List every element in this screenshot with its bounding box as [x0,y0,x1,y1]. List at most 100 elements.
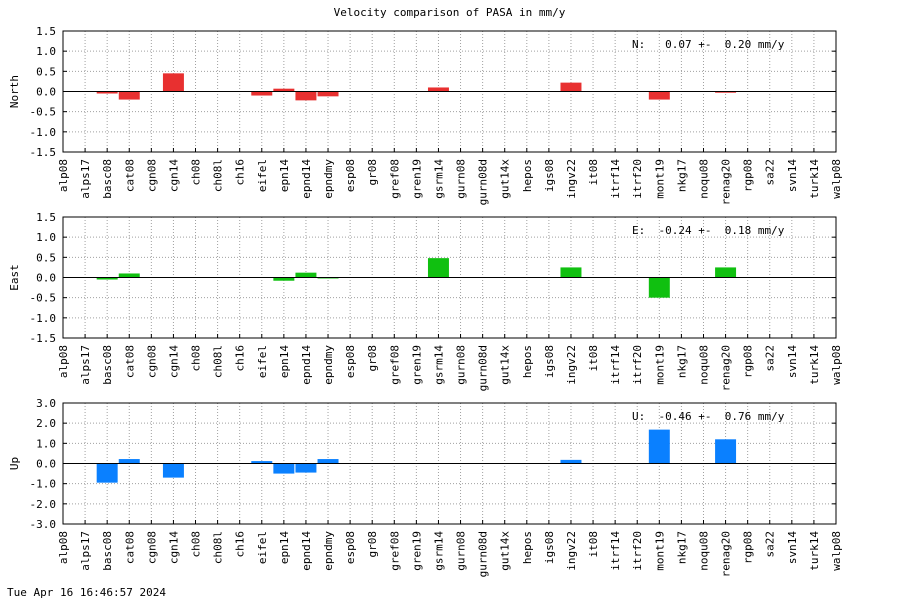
bar-renag20 [715,267,736,277]
x-tick-label-epn14: epn14 [278,159,291,192]
x-tick-label-eifel: eifel [256,345,269,378]
x-tick-label-itrf14: itrf14 [609,159,622,199]
x-tick-label-itrf14: itrf14 [609,531,622,571]
x-tick-label-ch16: ch16 [234,345,247,372]
x-tick-label-it08: it08 [587,159,600,186]
y-axis-label: North [8,75,21,108]
x-tick-label-igs08: igs08 [543,159,556,192]
x-tick-label-nkg17: nkg17 [675,345,688,378]
stat-annotation: U: -0.46 +- 0.76 mm/y [632,410,785,423]
x-tick-label-gren19: gren19 [410,159,423,199]
x-tick-label-basc08: basc08 [101,159,114,199]
x-tick-label-nkg17: nkg17 [675,531,688,564]
y-tick-label: -1.5 [30,332,57,345]
bar-basc08 [97,464,118,483]
bar-gsrm14 [428,87,449,91]
x-tick-label-svn14: svn14 [786,345,799,378]
x-tick-label-alp08: alp08 [57,345,70,378]
x-tick-label-it08: it08 [587,531,600,558]
x-tick-label-gref08: gref08 [388,531,401,571]
x-tick-label-svn14: svn14 [786,531,799,564]
x-tick-label-esp08: esp08 [344,531,357,564]
x-tick-label-alp08: alp08 [57,159,70,192]
x-tick-label-ingv22: ingv22 [565,345,578,385]
x-tick-label-nkg17: nkg17 [675,159,688,192]
x-tick-label-igs08: igs08 [543,345,556,378]
y-tick-label: 0.0 [36,86,56,99]
y-tick-label: -2.0 [30,498,57,511]
x-tick-label-gsrm14: gsrm14 [432,159,445,199]
y-tick-label: 1.5 [36,25,56,38]
bar-mont19 [649,92,670,100]
x-tick-label-epndmy: epndmy [322,159,335,199]
y-tick-label: -0.5 [30,292,57,305]
x-tick-label-rgp08: rgp08 [742,159,755,192]
x-tick-label-epn14: epn14 [278,531,291,564]
x-tick-label-ch08l: ch08l [212,345,225,378]
bar-gsrm14 [428,258,449,277]
x-tick-label-ch08: ch08 [190,345,203,372]
x-tick-label-mont19: mont19 [653,531,666,571]
x-tick-label-ch08l: ch08l [212,531,225,564]
bar-epndmy [318,459,339,463]
x-tick-label-itrf20: itrf20 [631,159,644,199]
x-tick-label-gurn08d: gurn08d [477,531,490,577]
x-tick-label-mont19: mont19 [653,345,666,385]
x-tick-label-ch16: ch16 [234,159,247,186]
x-tick-label-mont19: mont19 [653,159,666,199]
y-axis-label: Up [8,457,21,470]
x-tick-label-cgn08: cgn08 [145,159,158,192]
y-tick-label: -1.0 [30,312,57,325]
x-tick-label-epnd14: epnd14 [300,531,313,571]
x-tick-label-sa22: sa22 [764,159,777,186]
bar-ingv22 [560,83,581,92]
x-tick-label-alp08: alp08 [57,531,70,564]
x-tick-label-gurn08: gurn08 [455,345,468,385]
bar-cat08 [119,273,140,277]
x-tick-label-gref08: gref08 [388,345,401,385]
bar-cat08 [119,459,140,463]
x-tick-label-gsrm14: gsrm14 [432,531,445,571]
x-tick-label-gurn08d: gurn08d [477,159,490,205]
x-tick-label-walp08: walp08 [830,159,843,199]
stat-annotation: E: -0.24 +- 0.18 mm/y [632,224,785,237]
x-tick-label-ch08: ch08 [190,531,203,558]
x-tick-label-rgp08: rgp08 [742,345,755,378]
x-tick-label-eifel: eifel [256,531,269,564]
bar-cgn14 [163,464,184,478]
x-tick-label-alps17: alps17 [79,531,92,571]
x-tick-label-gren19: gren19 [410,345,423,385]
chart-title: Velocity comparison of PASA in mm/y [334,6,566,19]
y-tick-label: -1.0 [30,478,57,491]
stat-annotation: N: 0.07 +- 0.20 mm/y [632,38,785,51]
bar-cat08 [119,92,140,100]
x-tick-label-epn14: epn14 [278,345,291,378]
bar-epnd14 [295,92,316,101]
y-tick-label: 0.0 [36,458,56,471]
x-tick-label-cat08: cat08 [123,345,136,378]
x-tick-label-walp08: walp08 [830,531,843,571]
x-tick-label-gurn08d: gurn08d [477,345,490,391]
x-tick-label-ch16: ch16 [234,531,247,558]
x-tick-label-it08: it08 [587,345,600,372]
x-tick-label-igs08: igs08 [543,531,556,564]
y-tick-label: 1.0 [36,231,56,244]
x-tick-label-eifel: eifel [256,159,269,192]
x-tick-label-turk14: turk14 [808,531,821,571]
bar-ingv22 [560,460,581,464]
x-tick-label-ch08l: ch08l [212,159,225,192]
x-tick-label-ingv22: ingv22 [565,531,578,571]
bar-renag20 [715,439,736,463]
timestamp: Tue Apr 16 16:46:57 2024 [7,586,166,599]
x-tick-label-epnd14: epnd14 [300,345,313,385]
x-tick-label-turk14: turk14 [808,159,821,199]
x-tick-label-esp08: esp08 [344,345,357,378]
x-tick-label-epndmy: epndmy [322,345,335,385]
x-tick-label-rgp08: rgp08 [742,531,755,564]
x-tick-label-gut14x: gut14x [499,345,512,385]
x-tick-label-gr08: gr08 [366,345,379,372]
x-tick-label-gref08: gref08 [388,159,401,199]
x-tick-label-cgn14: cgn14 [167,531,180,564]
x-tick-label-noqu08: noqu08 [697,531,710,571]
